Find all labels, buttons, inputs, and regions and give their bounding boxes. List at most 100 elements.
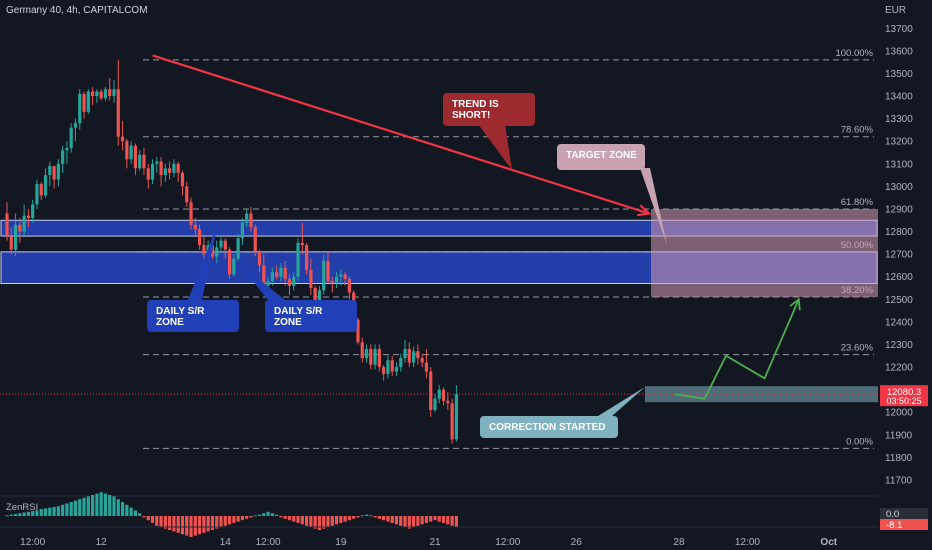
candle-body: [386, 360, 390, 374]
rsi-bar: [163, 516, 167, 529]
rsi-bar: [206, 516, 210, 532]
candle-body: [73, 123, 78, 128]
candle-body: [364, 349, 369, 359]
candle-body: [390, 360, 394, 372]
rsi-bar: [369, 515, 373, 517]
projection-arrowhead: [789, 297, 801, 311]
candle-body: [22, 215, 26, 232]
candle: [326, 251, 330, 284]
candle-body: [287, 278, 292, 286]
candle-body: [210, 245, 215, 257]
candle: [125, 138, 129, 169]
rsi-bar: [236, 516, 240, 522]
candle-body: [138, 154, 142, 169]
candle: [343, 272, 347, 286]
rsi-bar: [82, 497, 86, 516]
fib-label: 0.00%: [846, 436, 873, 447]
candle: [163, 163, 167, 182]
rsi-bar: [313, 516, 317, 529]
rsi-bar: [270, 513, 274, 516]
candle-body: [133, 145, 137, 169]
rsi-bar: [120, 502, 125, 516]
candle: [412, 346, 416, 368]
candle: [394, 362, 399, 377]
candle-body: [232, 258, 236, 275]
candle: [450, 398, 454, 444]
candle: [382, 364, 386, 381]
projection-path: [674, 298, 800, 400]
rsi-bar: [292, 516, 296, 522]
candle-body: [313, 288, 317, 304]
candle: [185, 181, 189, 207]
sr-callout-2-text: DAILY S/R: [274, 306, 323, 317]
rsi-bar: [176, 516, 180, 533]
candle-body: [326, 260, 330, 282]
rsi-bar: [116, 499, 120, 516]
candle: [120, 120, 125, 151]
rsi-bar: [5, 515, 9, 517]
candle: [236, 233, 240, 261]
rsi-panel: ZenRSI 0.0-8.1: [0, 492, 928, 537]
candle: [399, 353, 403, 372]
rsi-bar: [253, 515, 257, 517]
candle: [155, 157, 159, 173]
candle: [5, 202, 9, 241]
candle-body: [180, 172, 185, 187]
candle-body: [5, 213, 9, 237]
rsi-label: ZenRSI: [6, 502, 38, 513]
target-callout-pointer: [640, 168, 667, 245]
candle: [416, 344, 420, 365]
candle: [420, 353, 424, 368]
rsi-bar: [420, 516, 424, 525]
candle: [168, 161, 172, 180]
sr-callout-2-text: ZONE: [274, 317, 302, 328]
candle: [279, 263, 283, 282]
candle: [245, 208, 249, 228]
rsi-bar: [86, 496, 90, 516]
candle-body: [257, 251, 262, 266]
rsi-bar: [193, 516, 197, 536]
candle-body: [283, 267, 287, 279]
rsi-bar: [407, 516, 411, 529]
x-tick-label: 21: [429, 537, 441, 548]
candle: [52, 166, 56, 189]
candle-body: [454, 394, 458, 440]
y-tick-label: 13000: [885, 182, 913, 193]
rsi-bar: [9, 514, 13, 516]
candle: [275, 265, 279, 279]
rsi-bar: [347, 516, 351, 521]
rsi-bar: [446, 516, 450, 525]
candle-body: [35, 184, 39, 205]
y-tick-label: 12400: [885, 317, 913, 328]
candle: [26, 208, 30, 228]
candle-body: [420, 358, 424, 363]
candle: [69, 123, 73, 153]
candle: [433, 394, 437, 413]
rsi-bar: [386, 516, 390, 522]
candle: [369, 344, 373, 370]
rsi-bar: [56, 506, 60, 516]
rsi-bar: [296, 516, 300, 523]
fib-label: 23.60%: [841, 343, 874, 354]
candle: [31, 199, 35, 223]
y-tick-label: 13600: [885, 46, 913, 57]
correction-callout-box: [480, 416, 618, 438]
rsi-bar: [373, 516, 377, 518]
candle: [334, 272, 339, 289]
candle: [223, 238, 227, 259]
candle: [202, 236, 206, 259]
rsi-bar: [219, 516, 223, 528]
candle-body: [305, 245, 309, 270]
sr-callout-1-box: [147, 300, 239, 332]
candle-body: [300, 242, 304, 246]
candle: [189, 197, 193, 230]
candle-body: [150, 163, 155, 180]
rsi-bar: [185, 516, 189, 536]
rsi-bar: [356, 516, 360, 518]
target-callout-box: [557, 144, 645, 170]
rsi-bar: [146, 516, 150, 521]
candle-body: [39, 184, 43, 196]
candle: [441, 387, 446, 406]
